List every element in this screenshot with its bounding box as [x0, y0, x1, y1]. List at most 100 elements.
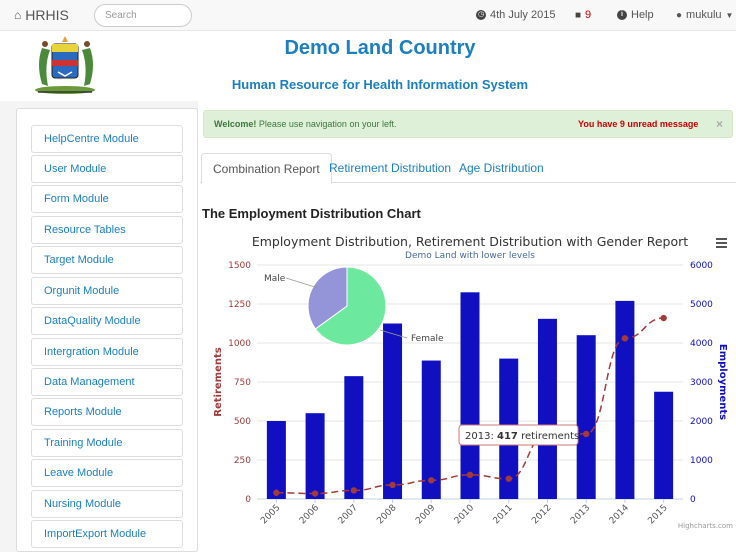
tooltip-suffix: retirements: [521, 431, 579, 442]
right-tick-label: 4000: [690, 339, 713, 349]
right-tick-label: 0: [690, 495, 696, 505]
right-tick-label: 6000: [690, 261, 713, 271]
retirement-point[interactable]: [350, 487, 358, 494]
retirement-line: [276, 317, 664, 495]
right-tick-label: 2000: [690, 417, 713, 427]
sidebar-item-dataquality[interactable]: DataQuality Module: [31, 307, 183, 335]
right-tick-label: 1000: [690, 456, 713, 466]
employment-bar[interactable]: [537, 318, 557, 499]
search-input[interactable]: [94, 4, 192, 27]
sidebar-item-data-management[interactable]: Data Management: [31, 368, 183, 396]
sidebar-item-resource-tables[interactable]: Resource Tables: [31, 216, 183, 244]
tooltip-year: 2013:: [465, 431, 494, 442]
user-menu[interactable]: ● mukulu ▼: [676, 9, 733, 21]
sidebar-item-nursing[interactable]: Nursing Module: [31, 490, 183, 518]
retirement-point[interactable]: [466, 471, 474, 479]
sidebar-item-intergration[interactable]: Intergration Module: [31, 338, 183, 366]
report-tabs: Combination Report Retirement Distributi…: [200, 153, 736, 184]
tooltip-text: 2013: 417 retirements: [465, 431, 579, 442]
x-tick-label: 2010: [453, 503, 476, 526]
tab-combination-report[interactable]: Combination Report: [201, 153, 332, 184]
left-axis-label: Retirements: [213, 347, 224, 417]
left-tick-label: 0: [245, 495, 251, 505]
alert-welcome: Welcome!: [214, 119, 257, 129]
top-navbar: ⌂ HRHIS ◷ 4th July 2015 ■ 9 i Help ● muk…: [0, 0, 736, 31]
date-display: ◷ 4th July 2015: [476, 9, 555, 21]
messages-link[interactable]: ■ 9: [575, 9, 591, 21]
left-tick-label: 500: [234, 417, 251, 427]
home-icon: ⌂: [14, 8, 22, 22]
retirement-point[interactable]: [621, 335, 629, 342]
retirement-point[interactable]: [428, 477, 435, 484]
employment-bar[interactable]: [654, 391, 674, 499]
right-axis-ticks: 0 1000 2000 3000 4000 5000 6000: [690, 261, 713, 505]
right-tick-label: 5000: [690, 300, 713, 310]
tab-age-distribution[interactable]: Age Distribution: [459, 161, 544, 175]
sidebar-item-training[interactable]: Training Module: [31, 429, 183, 457]
tab-retirement-distribution[interactable]: Retirement Distribution: [329, 161, 452, 175]
x-tick-label: 2013: [569, 503, 592, 526]
caret-down-icon: ▼: [725, 10, 734, 20]
user-name: mukulu: [686, 9, 722, 21]
sidebar-item-importexport[interactable]: ImportExport Module: [31, 520, 183, 548]
sidebar-nav: HelpCentre Module User Module Form Modul…: [16, 108, 198, 552]
left-tick-label: 250: [234, 456, 251, 466]
pie-slice-female[interactable]: [314, 266, 387, 346]
highcharts-credits[interactable]: Highcharts.com: [678, 522, 733, 530]
hamburger-menu-icon[interactable]: [716, 238, 727, 248]
x-tick-label: 2011: [492, 503, 515, 526]
section-title: The Employment Distribution Chart: [202, 206, 421, 221]
employment-bar[interactable]: [305, 413, 325, 499]
info-icon: i: [617, 10, 627, 20]
chart-tooltip: 2013: 417 retirements: [458, 424, 579, 446]
employment-bar[interactable]: [421, 360, 441, 499]
sidebar-item-leave[interactable]: Leave Module: [31, 459, 183, 487]
close-icon[interactable]: ×: [716, 117, 724, 131]
left-tick-label: 1000: [228, 339, 251, 349]
retirement-point[interactable]: [273, 489, 280, 496]
pie-label: Female: [411, 334, 444, 344]
left-tick-label: 1500: [228, 261, 251, 271]
sidebar-item-helpcentre[interactable]: HelpCentre Module: [31, 125, 183, 153]
retirement-point[interactable]: [505, 475, 512, 482]
unread-messages-link[interactable]: You have 9 unread message: [578, 119, 699, 129]
retirement-point[interactable]: [311, 490, 319, 497]
sidebar-item-reports[interactable]: Reports Module: [31, 398, 183, 426]
retirement-point[interactable]: [582, 430, 590, 438]
coat-of-arms-logo: [35, 36, 95, 94]
x-axis-ticks: 2005 2006 2007 2008 2009 2010 2011 2012 2013 2014…: [259, 499, 670, 526]
employment-bar[interactable]: [615, 300, 635, 499]
brand-link[interactable]: ⌂ HRHIS: [14, 7, 69, 23]
x-tick-label: 2015: [646, 503, 669, 526]
help-link[interactable]: i Help: [617, 9, 654, 21]
x-tick-label: 2007: [337, 503, 360, 526]
chart-subtitle: Demo Land with lower levels: [405, 251, 535, 261]
alert-text: Please use navigation on your left.: [258, 119, 397, 129]
sidebar-item-orgunit[interactable]: Orgunit Module: [31, 277, 183, 305]
x-tick-label: 2005: [259, 503, 282, 526]
employment-bar[interactable]: [266, 421, 286, 499]
employment-bar[interactable]: [576, 335, 596, 499]
employment-bar[interactable]: [460, 292, 480, 499]
pie-connector: [379, 329, 408, 339]
x-tick-label: 2014: [608, 503, 631, 526]
gender-pie: Female Male: [264, 266, 444, 346]
chart-title: Employment Distribution, Retirement Dist…: [252, 234, 688, 249]
site-title: Demo Land Country: [284, 37, 476, 59]
sidebar-item-form[interactable]: Form Module: [31, 185, 183, 213]
left-axis-ticks: 0 250 500 750 1000 1250 1500: [228, 261, 251, 505]
sidebar-item-target[interactable]: Target Module: [31, 246, 183, 274]
pie-connector: [285, 277, 319, 289]
x-tick-label: 2006: [298, 503, 321, 526]
date-text: 4th July 2015: [490, 9, 556, 21]
clock-icon: ◷: [476, 10, 486, 20]
employment-bar[interactable]: [344, 376, 364, 499]
pie-slice-male[interactable]: [307, 266, 348, 330]
employment-bar[interactable]: [383, 323, 403, 500]
sidebar-item-user[interactable]: User Module: [31, 155, 183, 183]
user-icon: ●: [676, 9, 683, 21]
retirement-point[interactable]: [660, 314, 667, 322]
retirement-point[interactable]: [389, 481, 396, 489]
x-tick-label: 2009: [414, 503, 437, 526]
